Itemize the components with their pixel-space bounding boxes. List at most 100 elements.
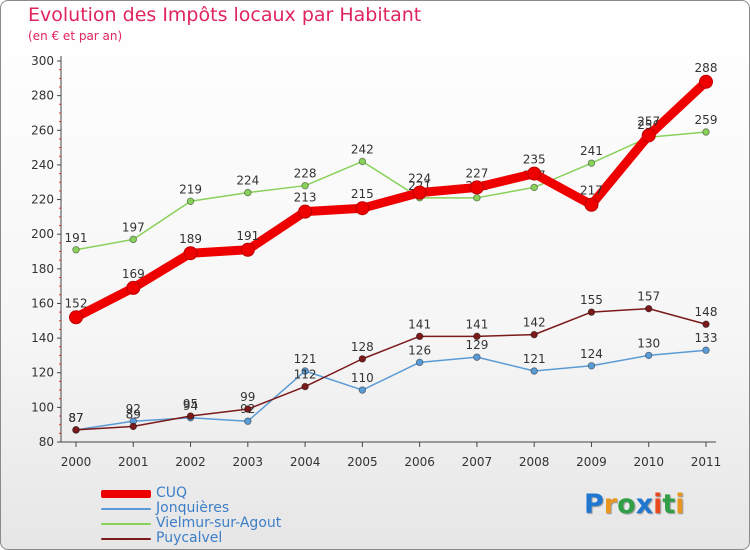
y-tick-label: 140 — [31, 331, 54, 345]
data-label-cuq: 288 — [695, 61, 718, 75]
data-label-vielmur-sur-agout: 191 — [65, 231, 88, 245]
x-tick-label: 2001 — [118, 455, 149, 469]
data-point-cuq — [469, 180, 484, 195]
legend-item-vielmur: Vielmur-sur-Agout — [101, 515, 361, 531]
data-point-puycalvel — [473, 332, 481, 341]
legend-label-cuq: CUQ — [156, 485, 188, 501]
data-point-cuq — [126, 280, 141, 295]
data-point-vielmur-sur-agout — [530, 183, 538, 192]
data-point-puycalvel — [587, 308, 596, 316]
data-point-jonquieres — [645, 351, 653, 360]
data-label-puycalvel: 141 — [465, 317, 488, 331]
data-label-jonquieres: 133 — [695, 331, 718, 345]
data-label-puycalvel: 89 — [126, 407, 141, 421]
x-tick-label: 2003 — [233, 455, 264, 469]
data-point-cuq — [584, 197, 599, 212]
data-label-cuq: 189 — [179, 232, 202, 246]
data-label-vielmur-sur-agout: 228 — [294, 167, 317, 181]
x-tick-label: 2000 — [61, 455, 92, 469]
data-label-vielmur-sur-agout: 224 — [236, 174, 259, 188]
y-tick-label: 280 — [31, 89, 54, 103]
brand-letter: x — [635, 489, 654, 520]
legend: CUQ Jonquières Vielmur-sur-Agout Puycalv… — [101, 485, 361, 546]
x-tick-label: 2006 — [404, 455, 435, 469]
data-point-vielmur-sur-agout — [129, 235, 137, 244]
data-label-cuq: 224 — [408, 172, 431, 186]
data-point-cuq — [641, 128, 656, 143]
y-tick-label: 300 — [31, 54, 54, 68]
data-point-puycalvel — [244, 405, 252, 413]
data-label-vielmur-sur-agout: 242 — [351, 142, 374, 156]
data-label-puycalvel: 99 — [240, 390, 255, 404]
legend-swatch-puycalvel — [101, 538, 151, 540]
legend-swatch-vielmur — [101, 523, 151, 525]
data-label-puycalvel: 141 — [408, 317, 431, 331]
brand-letter: i — [653, 489, 663, 520]
legend-swatch-jonquieres — [101, 508, 151, 510]
chart-title: Evolution des Impôts locaux par Habitant — [28, 4, 422, 26]
y-tick-label: 120 — [31, 366, 54, 380]
data-label-cuq: 169 — [122, 267, 145, 281]
data-label-cuq: 227 — [465, 166, 488, 180]
data-label-cuq: 235 — [523, 153, 546, 167]
data-label-cuq: 152 — [65, 296, 88, 310]
y-tick-label: 200 — [31, 227, 54, 241]
data-label-cuq: 257 — [637, 114, 660, 128]
data-point-vielmur-sur-agout — [587, 159, 596, 167]
y-tick-label: 220 — [31, 193, 54, 207]
data-label-puycalvel: 157 — [637, 290, 660, 304]
data-point-cuq — [183, 246, 198, 261]
data-label-vielmur-sur-agout: 219 — [179, 182, 202, 196]
data-label-vielmur-sur-agout: 259 — [695, 113, 718, 127]
data-point-jonquieres — [301, 367, 309, 375]
data-label-cuq: 217 — [580, 184, 603, 198]
data-label-jonquieres: 94 — [183, 399, 198, 413]
y-tick-label: 180 — [31, 262, 54, 276]
data-label-cuq: 215 — [351, 187, 374, 201]
data-point-jonquieres — [415, 358, 424, 367]
brand-letter: i — [675, 489, 685, 520]
data-label-cuq: 213 — [294, 191, 317, 205]
data-label-jonquieres: 124 — [580, 347, 603, 361]
data-point-cuq — [699, 74, 713, 89]
legend-swatch-cuq — [101, 490, 151, 498]
chart-subtitle: (en € et par an) — [28, 29, 123, 43]
data-label-puycalvel: 87 — [68, 411, 83, 425]
data-point-cuq — [69, 310, 83, 325]
data-label-jonquieres: 130 — [637, 336, 660, 350]
data-point-cuq — [240, 242, 255, 257]
data-point-vielmur-sur-agout — [702, 128, 710, 136]
legend-item-puycalvel: Puycalvel — [101, 530, 361, 546]
data-point-vielmur-sur-agout — [358, 157, 367, 166]
data-label-jonquieres: 121 — [294, 352, 317, 366]
data-point-puycalvel — [72, 426, 80, 434]
data-point-cuq — [355, 201, 370, 216]
data-point-puycalvel — [186, 412, 195, 420]
x-tick-label: 2005 — [347, 455, 378, 469]
series-line-vielmur-sur-agout — [75, 131, 707, 251]
data-point-puycalvel — [415, 332, 424, 341]
data-point-jonquieres — [358, 386, 367, 394]
data-label-jonquieres: 121 — [523, 352, 546, 366]
data-point-jonquieres — [587, 362, 596, 370]
data-point-cuq — [412, 185, 427, 200]
data-label-vielmur-sur-agout: 241 — [580, 144, 603, 158]
brand-letter: t — [662, 489, 676, 520]
brand-letter: P — [584, 489, 604, 520]
data-point-cuq — [298, 204, 313, 219]
data-point-jonquieres — [530, 367, 538, 375]
x-tick-label: 2008 — [519, 455, 550, 469]
data-label-cuq: 191 — [236, 229, 259, 243]
legend-label-puycalvel: Puycalvel — [156, 530, 223, 546]
data-label-puycalvel: 95 — [183, 397, 198, 411]
brand-letter: o — [617, 489, 636, 520]
data-label-puycalvel: 112 — [294, 368, 317, 382]
x-tick-label: 2011 — [691, 455, 722, 469]
data-label-jonquieres: 110 — [351, 371, 374, 385]
y-tick-label: 80 — [39, 435, 54, 449]
data-point-puycalvel — [129, 422, 137, 431]
data-label-puycalvel: 142 — [523, 316, 546, 330]
data-label-jonquieres: 87 — [68, 411, 83, 425]
